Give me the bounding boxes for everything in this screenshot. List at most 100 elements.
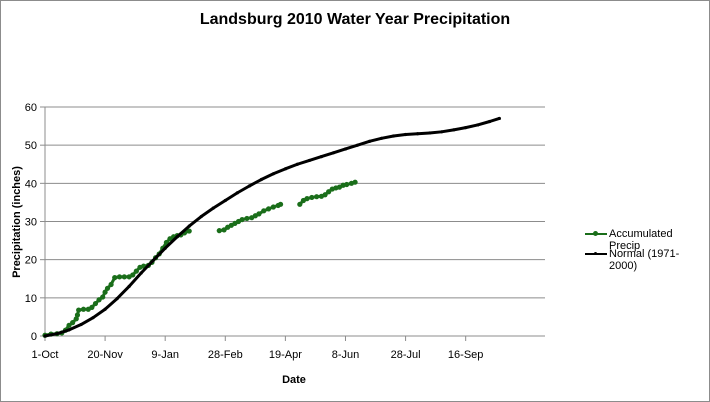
data-point-normal [295,162,300,166]
y-tick-label: 0 [31,331,37,343]
data-point-accumulated [244,215,250,222]
data-point-normal [440,130,444,134]
data-point-normal [235,191,239,195]
data-point-normal [355,143,360,147]
data-point-accumulated [66,322,72,328]
data-point-normal [139,271,143,275]
chart-title: Landsburg 2010 Water Year Precipitation [199,11,511,28]
data-point-accumulated [216,228,222,234]
data-point-accumulated [277,201,284,207]
x-tick-label: 16-Sep [448,349,483,361]
data-point-accumulated [239,216,245,223]
data-point-normal [127,284,131,288]
y-tick-label: 10 [25,293,37,305]
x-axis-label: Date [282,374,306,386]
data-point-normal [199,214,203,219]
x-tick-label: 20-Nov [87,349,123,361]
data-point-normal [67,328,71,332]
data-point-normal [91,316,95,320]
data-point-normal [79,322,83,327]
x-tick-label: 19-Apr [269,349,302,361]
legend-swatch-normal [585,248,607,260]
data-point-normal [452,128,456,132]
y-tick-label: 50 [25,140,37,152]
data-point-accumulated [326,189,332,195]
data-point-accumulated [261,208,267,214]
data-point-accumulated [100,294,106,300]
data-point-normal [115,296,119,301]
data-point-accumulated [304,196,310,202]
data-point-normal [319,155,324,159]
data-point-accumulated [89,304,95,310]
data-point-accumulated [116,274,123,280]
data-point-normal [307,158,312,163]
data-point-normal [271,172,275,176]
data-point-accumulated [133,268,139,274]
data-point-normal [367,139,372,143]
data-point-accumulated [104,285,111,291]
data-point-normal [259,177,263,182]
data-point-accumulated [70,320,76,326]
data-point-accumulated [121,274,127,280]
data-point-normal [211,206,215,210]
data-point-normal [103,307,107,311]
series-line-normal [43,116,501,338]
data-point-normal [379,136,384,140]
data-point-accumulated [186,228,192,234]
data-point-accumulated [309,194,315,201]
legend-label-accumulated: Accumulated Precip [609,228,673,252]
data-point-normal [163,246,167,250]
data-point-normal [283,167,287,171]
data-point-accumulated [130,272,136,278]
data-point-normal [43,334,47,338]
x-tick-label: 8-Jun [332,349,360,361]
data-point-normal [151,258,155,263]
y-tick-label: 60 [25,102,37,114]
x-tick-label: 28-Jul [391,349,421,361]
data-point-accumulated [76,307,82,313]
data-point-normal [464,126,468,130]
data-point-normal [476,123,480,127]
data-point-normal [403,132,408,137]
data-point-normal [223,198,227,203]
data-point-normal [391,134,396,138]
data-point-accumulated [256,211,262,217]
data-point-accumulated [265,206,272,212]
data-point-accumulated [270,204,276,210]
x-tick-label: 28-Feb [208,349,243,361]
data-point-normal [331,151,336,155]
x-tick-label: 9-Jan [151,349,179,361]
x-tick-label: 1-Oct [32,349,59,361]
data-point-accumulated [102,289,108,295]
data-point-accumulated [221,227,227,233]
data-point-accumulated [314,194,320,200]
data-point-accumulated [352,179,358,185]
data-point-accumulated [96,297,102,303]
y-tick-label: 20 [25,255,37,267]
data-point-normal [415,132,420,136]
data-point-normal [247,184,251,188]
data-point-accumulated [108,281,114,288]
legend-item-accumulated: Accumulated Precip [585,228,699,252]
data-point-normal [175,235,179,239]
data-point-accumulated [344,181,350,188]
data-point-accumulated [74,312,81,318]
data-point-accumulated [297,201,303,207]
data-point-normal [497,116,501,121]
data-point-accumulated [80,306,87,312]
y-tick-label: 30 [25,217,37,229]
legend-item-normal: Normal (1971-2000) [585,248,699,272]
data-point-accumulated [112,275,118,281]
data-point-normal [343,147,348,151]
data-point-normal [428,131,432,135]
data-point-accumulated [92,300,99,307]
y-tick-label: 40 [25,178,37,190]
data-point-normal [55,332,59,336]
legend: Accumulated Precip Normal (1971-2000) [585,228,699,272]
legend-swatch-accumulated [585,228,607,240]
data-point-normal [488,119,492,124]
legend-label-normal: Normal (1971-2000) [609,248,680,272]
data-point-accumulated [322,192,328,198]
